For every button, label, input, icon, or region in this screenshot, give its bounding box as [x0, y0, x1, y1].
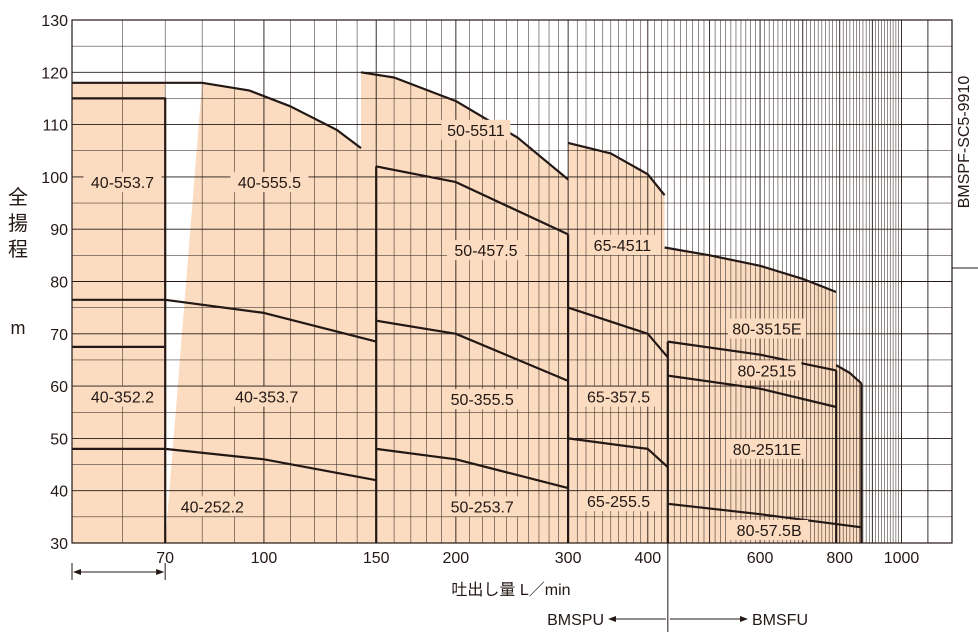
model-label: 40-553.7: [91, 175, 154, 192]
model-label: 50-5511: [447, 123, 505, 140]
model-label-bg: [230, 172, 309, 193]
x-tick-label: 100: [251, 550, 278, 567]
x-tick-label: 1000: [884, 550, 920, 567]
model-label: 50-253.7: [451, 499, 514, 516]
curve-7: [72, 97, 167, 543]
curve-18: [667, 340, 837, 372]
model-label: 40-252.2: [181, 499, 244, 516]
y-tick-label: 80: [50, 275, 68, 292]
range-arrowhead-left: [73, 569, 81, 575]
x-tick-label: 300: [555, 550, 582, 567]
model-label-bg: [83, 172, 162, 193]
curve-3: [360, 71, 569, 181]
model-label-bg: [227, 386, 306, 407]
y-tick-label: 110: [42, 118, 68, 135]
curve-2: [165, 81, 362, 149]
x-tick-label: 600: [747, 550, 774, 567]
model-label-bg: [173, 496, 252, 517]
annotations: BMSPF-SC5-9910 BMSPU BMSFU: [71, 76, 978, 632]
coverage-region-6: [836, 365, 862, 543]
model-label: 65-357.5: [587, 390, 650, 407]
y-tick-label: 70: [50, 327, 68, 344]
model-label-bg: [447, 240, 526, 261]
curve-13: [375, 165, 569, 236]
model-label-bg: [587, 234, 657, 255]
model-label-bg: [727, 318, 806, 339]
bmspu-arrowhead: [608, 616, 616, 622]
y-tick-label: 30: [50, 536, 68, 553]
x-axis-title: 吐出し量 L／min: [451, 581, 570, 599]
plot-frame: [71, 19, 953, 544]
model-label: 40-352.2: [91, 390, 154, 407]
y-tick-label: 40: [50, 484, 68, 501]
model-label-bg: [443, 389, 522, 410]
x-tick-label: 200: [443, 550, 470, 567]
model-label-bg: [83, 386, 162, 407]
model-label: 40-555.5: [238, 175, 301, 192]
y-axis-title-char: 全: [8, 185, 28, 209]
y-tick-label: 100: [41, 170, 68, 187]
model-label: 80-3515E: [732, 322, 801, 339]
curve-6: [835, 364, 863, 385]
range-arrowhead-right: [156, 569, 165, 575]
coverage-region-1: [72, 82, 166, 544]
curve-5: [664, 246, 837, 294]
model-label: 80-2515: [738, 363, 797, 380]
curve-19: [667, 374, 837, 409]
grid: [71, 19, 953, 544]
curve-14: [376, 319, 569, 382]
model-label: 65-255.5: [587, 494, 650, 511]
curve-17: [567, 437, 669, 469]
model-label-bg: [730, 519, 809, 540]
model-label-bg: [579, 386, 658, 407]
model-label: 40-353.7: [235, 390, 298, 407]
y-tick-label: 130: [41, 13, 68, 30]
x-tick-label: 70: [156, 550, 174, 567]
x-tick-label: 400: [634, 550, 661, 567]
model-label-bg: [579, 491, 658, 512]
model-label-bg: [732, 360, 802, 381]
model-label-bg: [441, 119, 511, 140]
performance-curves: [72, 71, 863, 543]
bmsfu-arrowhead: [740, 616, 748, 622]
series-label-bmsfu: BMSFU: [752, 612, 808, 629]
curve-12: [165, 447, 377, 482]
code-label: BMSPF-SC5-9910: [956, 76, 973, 209]
curve-4: [567, 141, 666, 196]
y-tick-label: 60: [50, 379, 68, 396]
model-label: 50-355.5: [451, 392, 514, 409]
curve-15: [376, 447, 569, 490]
model-label-bg: [443, 496, 522, 517]
curve-16: [567, 306, 669, 359]
model-label: 50-457.5: [454, 243, 517, 260]
y-tick-label: 90: [50, 222, 68, 239]
x-tick-label: 800: [826, 550, 853, 567]
series-label-bmspu: BMSPU: [547, 612, 604, 629]
y-axis-unit: m: [11, 318, 26, 338]
curve-11: [165, 298, 377, 343]
curve-20: [667, 502, 862, 529]
y-tick-label: 50: [50, 431, 68, 448]
x-tick-label: 150: [363, 550, 390, 567]
model-label: 80-2511E: [733, 442, 801, 459]
model-label: 80-57.5B: [737, 523, 802, 540]
y-tick-label: 120: [41, 65, 68, 82]
chart-text: 30 40 50 60 70 80 90 100 110 120 130 70 100 150 200 300…: [8, 13, 919, 599]
model-label-bg: [727, 438, 806, 459]
y-axis-title-char: 程: [8, 237, 28, 261]
model-label: 65-4511: [594, 238, 652, 255]
y-axis-title-char: 揚: [8, 211, 28, 235]
